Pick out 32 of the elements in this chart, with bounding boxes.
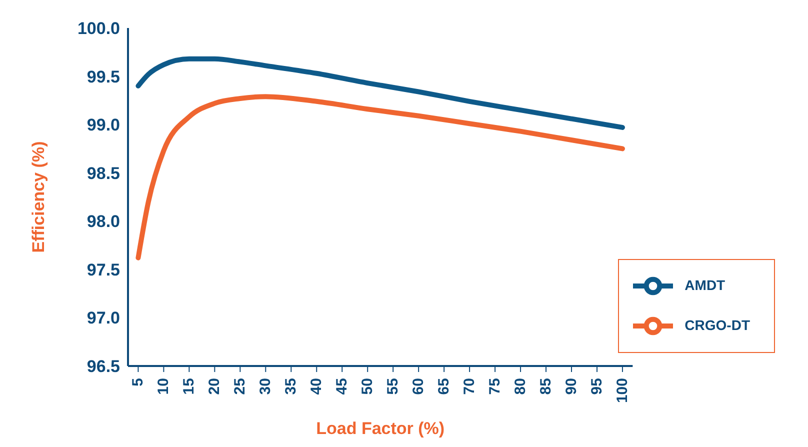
x-tick-label: 65: [436, 378, 453, 395]
x-tick-label: 100: [614, 378, 631, 404]
x-tick-label: 25: [232, 378, 249, 395]
x-tick-label: 85: [538, 378, 555, 395]
x-tick-label: 70: [461, 378, 478, 395]
x-tick-label: 5: [130, 378, 147, 386]
x-tick-label: 60: [410, 378, 428, 395]
x-tick-label: 45: [334, 378, 351, 395]
legend-label: AMDT: [684, 276, 726, 293]
y-tick-label: 100.0: [77, 19, 120, 38]
x-tick-label: 75: [486, 378, 504, 395]
y-tick-label: 97.0: [86, 308, 120, 328]
y-tick-label: 98.5: [86, 164, 120, 183]
x-tick-label: 30: [257, 378, 274, 395]
x-tick-label: 55: [384, 378, 402, 395]
legend-label: CRGO-DT: [684, 316, 750, 333]
x-tick-label: 10: [155, 378, 172, 395]
y-tick-label: 98.0: [86, 212, 120, 232]
x-tick-label: 50: [359, 378, 376, 395]
y-axis-title: Efficiency (%): [29, 141, 48, 253]
x-tick-label: 40: [308, 378, 326, 395]
y-tick-label: 97.5: [86, 260, 120, 280]
x-tick-label: 15: [180, 378, 198, 395]
x-axis-title: Load Factor (%): [316, 419, 445, 438]
y-tick-label: 99.0: [86, 116, 120, 135]
y-tick-label: 99.5: [86, 67, 120, 86]
y-tick-label: 96.5: [86, 357, 120, 376]
x-tick-label: 35: [282, 378, 300, 395]
x-tick-label: 95: [588, 378, 606, 395]
x-tick-label: 20: [206, 378, 224, 395]
x-tick-label: 80: [512, 378, 530, 395]
x-tick-label: 90: [563, 378, 580, 395]
